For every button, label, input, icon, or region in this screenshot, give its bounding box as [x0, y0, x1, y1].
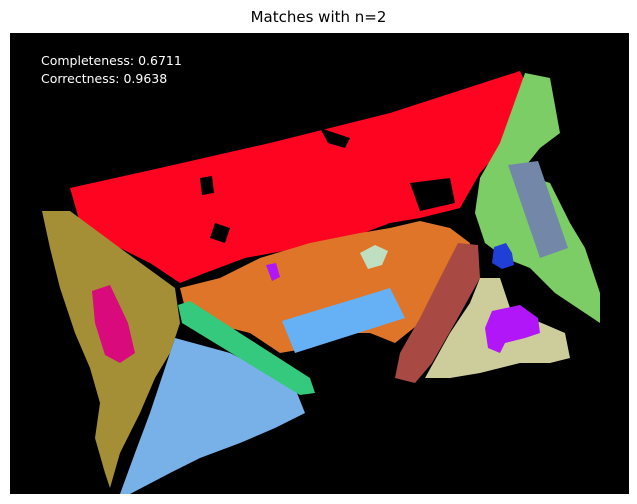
segment-magenta-pink [92, 285, 135, 363]
segment-sky-blue [282, 288, 405, 353]
hole [200, 176, 214, 195]
hole [210, 223, 230, 243]
segment-teal-green [178, 301, 315, 395]
segment-map [42, 71, 600, 494]
segment-pale-mint [360, 245, 388, 269]
segment-red [70, 71, 530, 283]
segment-violet-small [266, 263, 280, 281]
completeness-label: Completeness: 0.6711 [41, 53, 182, 68]
segmentation-image: Completeness: 0.6711 Correctness: 0.9638 [10, 33, 629, 494]
segment-slate [508, 161, 568, 258]
figure-title: Matches with n=2 [250, 8, 387, 26]
correctness-label: Correctness: 0.9638 [41, 71, 168, 86]
segment-violet [485, 305, 540, 353]
hole [410, 178, 455, 211]
hole [320, 128, 350, 148]
segment-blue [492, 243, 514, 269]
segment-brown-red [395, 243, 480, 383]
segment-light-blue [120, 338, 305, 494]
